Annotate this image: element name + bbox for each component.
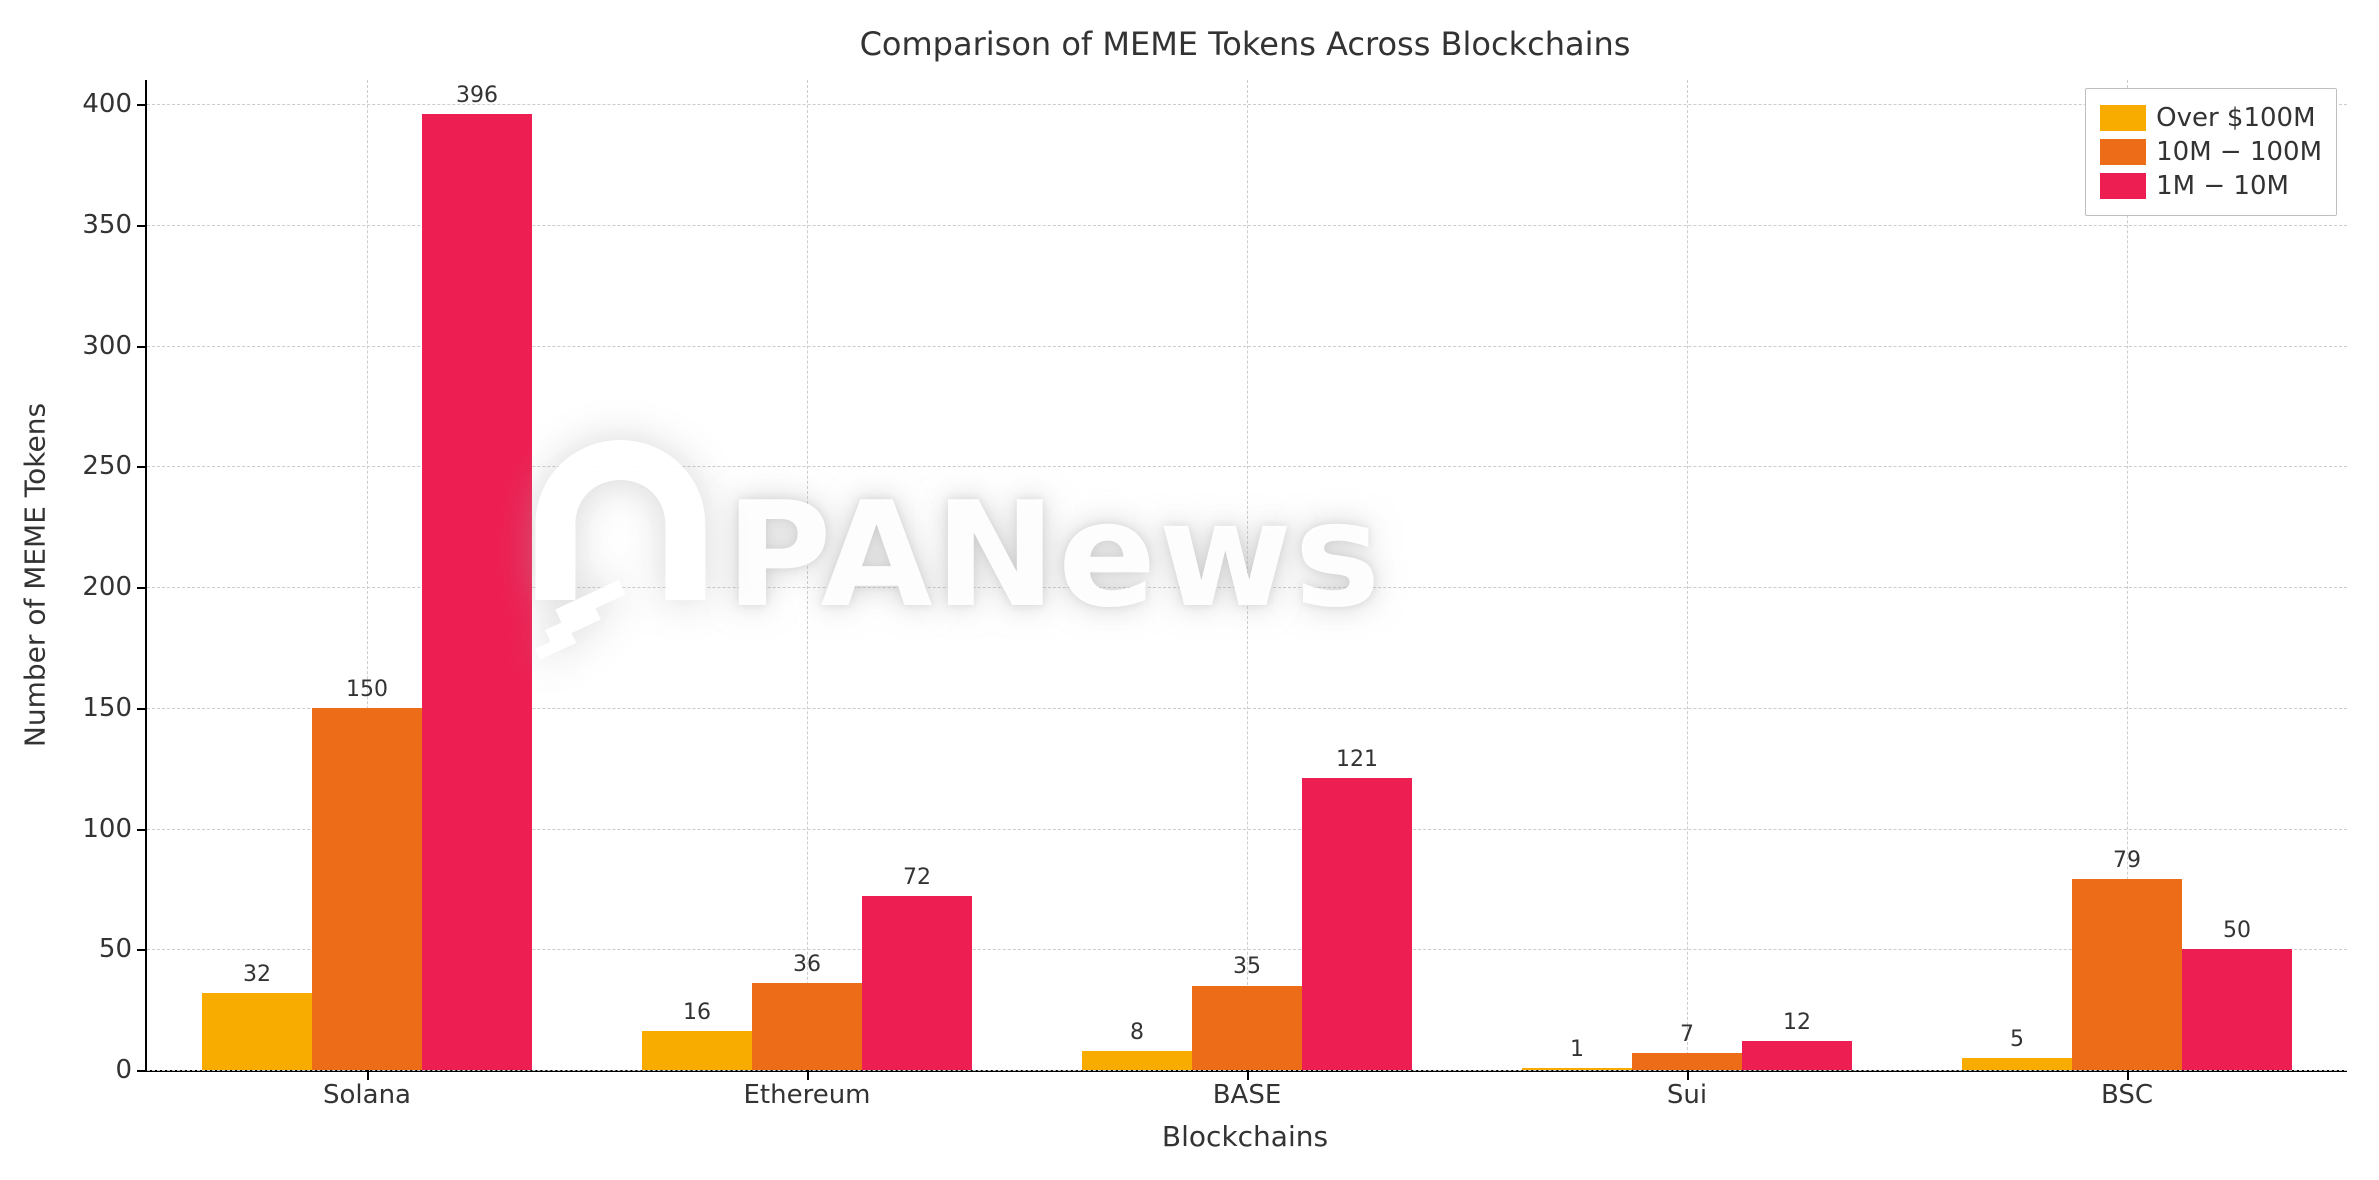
legend-label: 1M − 10M [2156, 171, 2289, 201]
bar-value-label: 35 [1233, 954, 1261, 979]
ytick-label: 250 [82, 451, 142, 481]
bar-value-label: 1 [1570, 1037, 1584, 1062]
bar [422, 114, 532, 1070]
bar-value-label: 32 [243, 962, 271, 987]
ytick-label: 100 [82, 814, 142, 844]
bar-value-label: 12 [1783, 1010, 1811, 1035]
legend-swatch [2100, 105, 2146, 131]
xtick-label: Sui [1667, 1070, 1707, 1110]
ytick-label: 200 [82, 572, 142, 602]
bar [312, 708, 422, 1070]
bar [1082, 1051, 1192, 1070]
ytick-label: 350 [82, 210, 142, 240]
ytick-label: 400 [82, 89, 142, 119]
legend-label: Over $100M [2156, 103, 2315, 133]
ytick-label: 50 [99, 934, 142, 964]
bar [2182, 949, 2292, 1070]
legend-item: 10M − 100M [2100, 137, 2322, 167]
bar [752, 983, 862, 1070]
bar [202, 993, 312, 1070]
bar [1192, 986, 1302, 1071]
bar-value-label: 8 [1130, 1020, 1144, 1045]
legend-item: Over $100M [2100, 103, 2322, 133]
bar-value-label: 396 [456, 83, 498, 108]
bar-value-label: 5 [2010, 1027, 2024, 1052]
gridline-vertical [807, 80, 808, 1070]
xtick-label: BASE [1213, 1070, 1282, 1110]
bar-value-label: 50 [2223, 918, 2251, 943]
gridline-vertical [1687, 80, 1688, 1070]
ytick-label: 150 [82, 693, 142, 723]
xtick-label: Ethereum [743, 1070, 870, 1110]
plot-area: 050100150200250300350400Solana32150396Et… [145, 80, 2347, 1072]
x-axis-label: Blockchains [1162, 1120, 1328, 1153]
legend-label: 10M − 100M [2156, 137, 2322, 167]
bar-value-label: 7 [1680, 1022, 1694, 1047]
bar [2072, 879, 2182, 1070]
chart-title: Comparison of MEME Tokens Across Blockch… [860, 25, 1631, 63]
bar [1962, 1058, 2072, 1070]
bar [1302, 778, 1412, 1070]
bar-value-label: 16 [683, 1000, 711, 1025]
bar-value-label: 36 [793, 952, 821, 977]
bar [1742, 1041, 1852, 1070]
ytick-label: 300 [82, 331, 142, 361]
legend-swatch [2100, 173, 2146, 199]
bar [1522, 1068, 1632, 1070]
bar [1632, 1053, 1742, 1070]
legend: Over $100M 10M − 100M 1M − 10M [2085, 88, 2337, 216]
gridline-vertical [1247, 80, 1248, 1070]
xtick-label: BSC [2101, 1070, 2153, 1110]
xtick-label: Solana [323, 1070, 411, 1110]
ytick-label: 0 [115, 1055, 142, 1085]
bar-value-label: 72 [903, 865, 931, 890]
y-axis-label: Number of MEME Tokens [19, 403, 52, 747]
bar [862, 896, 972, 1070]
bar-value-label: 79 [2113, 848, 2141, 873]
bar-value-label: 121 [1336, 747, 1378, 772]
bar [642, 1031, 752, 1070]
legend-item: 1M − 10M [2100, 171, 2322, 201]
legend-swatch [2100, 139, 2146, 165]
chart-root: 050100150200250300350400Solana32150396Et… [0, 0, 2379, 1180]
bar-value-label: 150 [346, 677, 388, 702]
